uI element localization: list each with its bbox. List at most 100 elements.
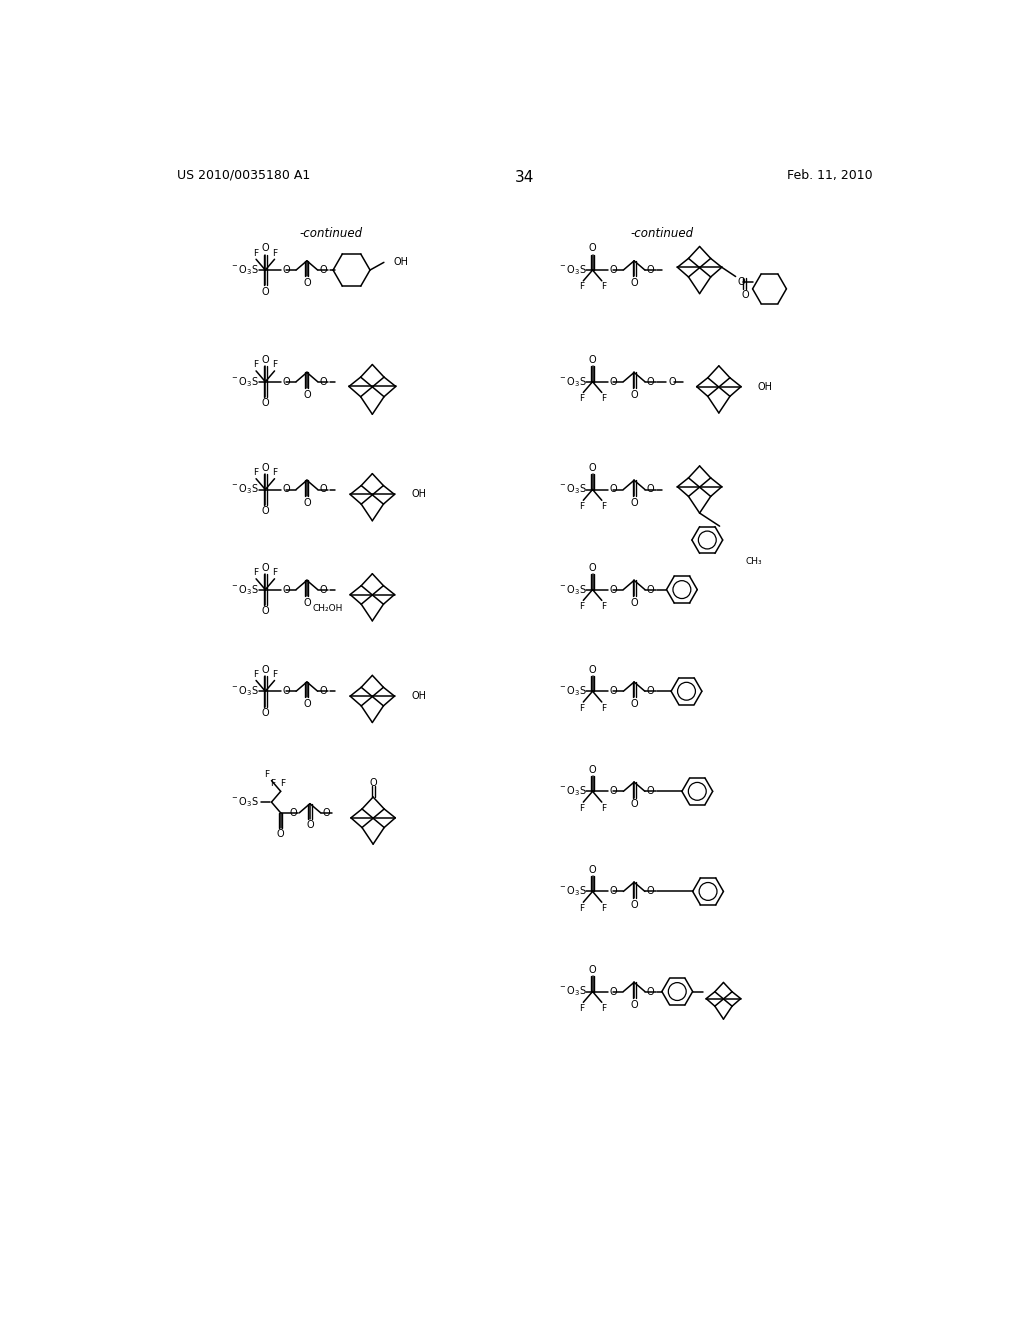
Text: $^-$O$_3$S: $^-$O$_3$S bbox=[230, 684, 259, 698]
Text: F: F bbox=[601, 282, 606, 292]
Text: F: F bbox=[272, 669, 278, 678]
Text: F: F bbox=[601, 1005, 606, 1012]
Text: F: F bbox=[264, 770, 269, 779]
Text: O: O bbox=[631, 700, 638, 709]
Text: -continued: -continued bbox=[631, 227, 693, 240]
Text: O: O bbox=[261, 355, 269, 366]
Text: O: O bbox=[283, 484, 290, 495]
Text: F: F bbox=[580, 904, 585, 913]
Text: O: O bbox=[609, 986, 617, 997]
Text: F: F bbox=[272, 360, 278, 370]
Text: O: O bbox=[283, 376, 290, 387]
Text: $^-$O$_3$S: $^-$O$_3$S bbox=[230, 795, 259, 809]
Text: $^-$O$_3$S: $^-$O$_3$S bbox=[558, 884, 587, 899]
Text: O: O bbox=[319, 265, 327, 275]
Text: F: F bbox=[580, 395, 585, 403]
Text: O: O bbox=[646, 787, 654, 796]
Text: O: O bbox=[609, 376, 617, 387]
Text: O: O bbox=[261, 708, 269, 718]
Text: O: O bbox=[609, 585, 617, 594]
Text: F: F bbox=[580, 502, 585, 511]
Text: F: F bbox=[580, 282, 585, 292]
Text: F: F bbox=[272, 469, 278, 477]
Text: F: F bbox=[254, 568, 259, 577]
Text: O: O bbox=[589, 355, 596, 366]
Text: $^-$O$_3$S: $^-$O$_3$S bbox=[230, 263, 259, 277]
Text: -continued: -continued bbox=[300, 227, 364, 240]
Text: O: O bbox=[283, 265, 290, 275]
Text: CH₂OH: CH₂OH bbox=[312, 603, 342, 612]
Text: O: O bbox=[631, 498, 638, 508]
Text: Feb. 11, 2010: Feb. 11, 2010 bbox=[787, 169, 872, 182]
Text: F: F bbox=[601, 704, 606, 713]
Text: O: O bbox=[631, 598, 638, 607]
Text: O: O bbox=[261, 564, 269, 573]
Text: O: O bbox=[589, 865, 596, 875]
Text: O: O bbox=[646, 887, 654, 896]
Text: O: O bbox=[631, 279, 638, 288]
Text: O: O bbox=[283, 686, 290, 696]
Text: F: F bbox=[254, 469, 259, 477]
Text: $^-$O$_3$S: $^-$O$_3$S bbox=[558, 582, 587, 597]
Text: $^-$O$_3$S: $^-$O$_3$S bbox=[230, 582, 259, 597]
Text: O: O bbox=[261, 286, 269, 297]
Text: O: O bbox=[589, 564, 596, 573]
Text: O: O bbox=[261, 506, 269, 516]
Text: $^-$O$_3$S: $^-$O$_3$S bbox=[558, 985, 587, 998]
Text: $^-$O$_3$S: $^-$O$_3$S bbox=[558, 684, 587, 698]
Text: O: O bbox=[631, 899, 638, 909]
Text: F: F bbox=[254, 248, 259, 257]
Text: O: O bbox=[261, 606, 269, 616]
Text: OH: OH bbox=[412, 692, 426, 701]
Text: F: F bbox=[580, 804, 585, 813]
Text: F: F bbox=[580, 602, 585, 611]
Text: 34: 34 bbox=[515, 170, 535, 185]
Text: F: F bbox=[270, 779, 275, 788]
Text: F: F bbox=[254, 669, 259, 678]
Text: O: O bbox=[609, 686, 617, 696]
Text: O: O bbox=[589, 665, 596, 675]
Text: $^-$O$_3$S: $^-$O$_3$S bbox=[558, 263, 587, 277]
Text: OH: OH bbox=[412, 490, 426, 499]
Text: F: F bbox=[601, 395, 606, 403]
Text: $^-$O$_3$S: $^-$O$_3$S bbox=[558, 483, 587, 496]
Text: O: O bbox=[668, 376, 676, 387]
Text: O: O bbox=[319, 686, 327, 696]
Text: O: O bbox=[631, 800, 638, 809]
Text: $^-$O$_3$S: $^-$O$_3$S bbox=[230, 483, 259, 496]
Text: CH₃: CH₃ bbox=[745, 557, 763, 566]
Text: O: O bbox=[589, 463, 596, 473]
Text: O: O bbox=[646, 376, 654, 387]
Text: O: O bbox=[631, 999, 638, 1010]
Text: O: O bbox=[646, 484, 654, 495]
Text: O: O bbox=[646, 265, 654, 275]
Text: O: O bbox=[589, 764, 596, 775]
Text: F: F bbox=[580, 1005, 585, 1012]
Text: O: O bbox=[646, 986, 654, 997]
Text: F: F bbox=[272, 248, 278, 257]
Text: O: O bbox=[737, 277, 744, 286]
Text: F: F bbox=[272, 568, 278, 577]
Text: O: O bbox=[609, 887, 617, 896]
Text: US 2010/0035180 A1: US 2010/0035180 A1 bbox=[177, 169, 310, 182]
Text: F: F bbox=[601, 904, 606, 913]
Text: O: O bbox=[609, 265, 617, 275]
Text: O: O bbox=[306, 820, 313, 830]
Text: O: O bbox=[261, 463, 269, 473]
Text: O: O bbox=[303, 389, 310, 400]
Text: F: F bbox=[254, 360, 259, 370]
Text: O: O bbox=[646, 585, 654, 594]
Text: OH: OH bbox=[393, 257, 409, 268]
Text: O: O bbox=[609, 787, 617, 796]
Text: O: O bbox=[646, 686, 654, 696]
Text: F: F bbox=[601, 804, 606, 813]
Text: O: O bbox=[303, 700, 310, 709]
Text: O: O bbox=[589, 965, 596, 975]
Text: F: F bbox=[601, 602, 606, 611]
Text: O: O bbox=[319, 585, 327, 594]
Text: O: O bbox=[276, 829, 285, 840]
Text: F: F bbox=[580, 704, 585, 713]
Text: $^-$O$_3$S: $^-$O$_3$S bbox=[558, 375, 587, 388]
Text: O: O bbox=[609, 484, 617, 495]
Text: O: O bbox=[741, 290, 749, 300]
